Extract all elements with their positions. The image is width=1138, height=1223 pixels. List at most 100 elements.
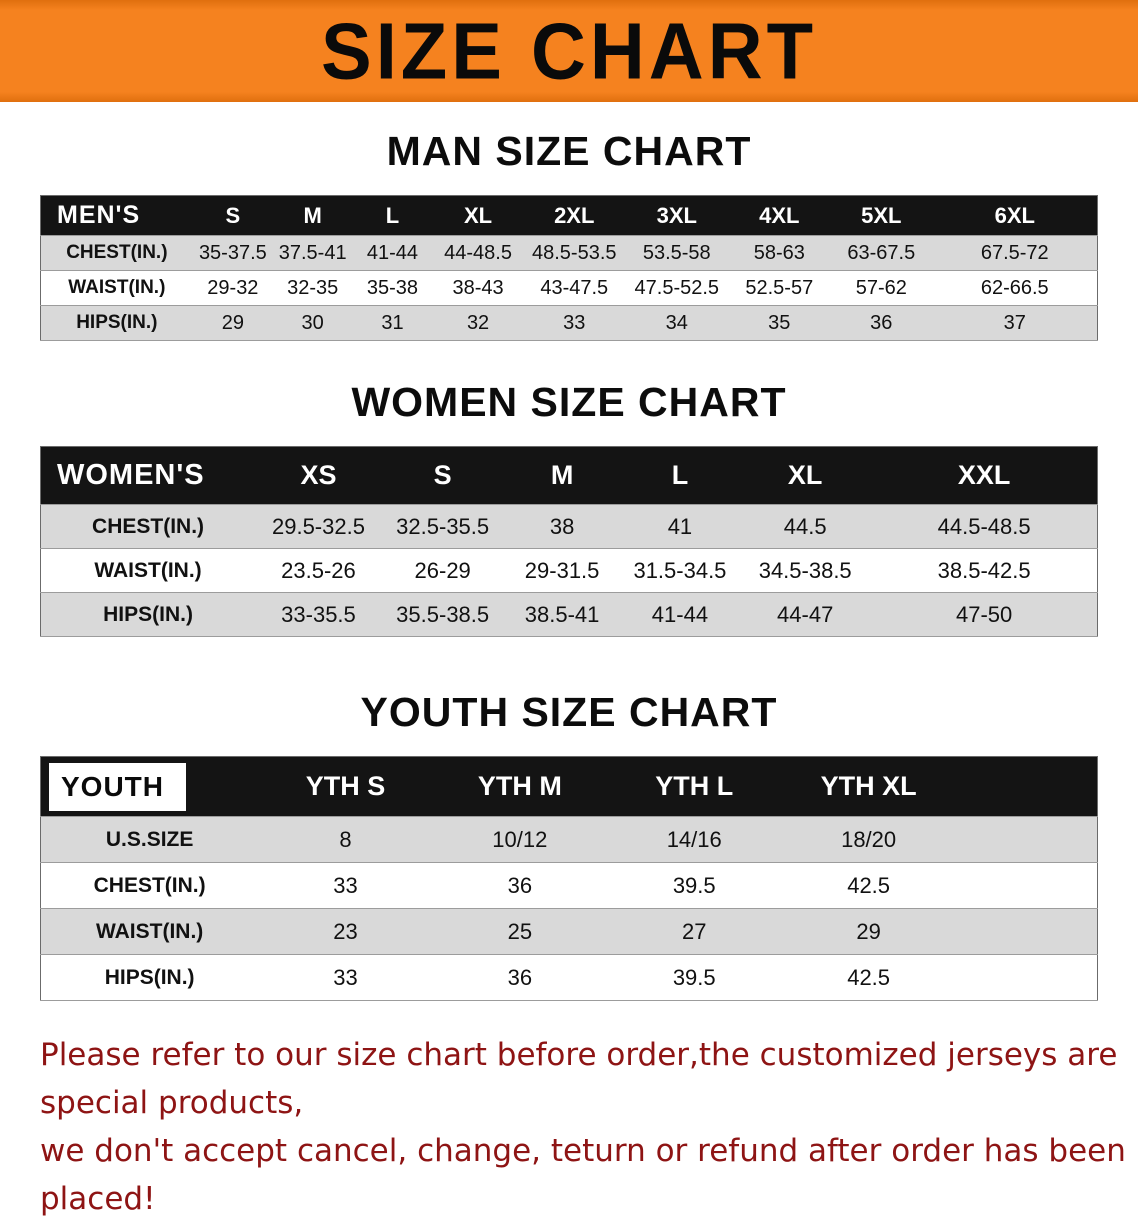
value-cell: 38 (549, 513, 575, 539)
value-cell: 35-38 (366, 276, 419, 299)
value-cell: 48.5-53.5 (531, 241, 617, 264)
page-title: SIZE CHART (321, 6, 817, 96)
footer-note: Please refer to our size chart before or… (40, 1031, 1138, 1223)
value-cell: 42.5 (847, 964, 891, 990)
value-cell: 29-31.5 (524, 557, 600, 583)
value-cell: 41-44 (366, 241, 419, 264)
value-cell: 29 (221, 311, 244, 334)
value-cell: 33 (333, 872, 358, 898)
value-cell: 47-50 (955, 601, 1013, 627)
value-cell: 37.5-41 (278, 241, 347, 264)
value-cell: 10/12 (492, 826, 548, 852)
youth-ussize-row: U.S.SIZE 8 10/12 14/16 18/20 (40, 816, 1098, 863)
value-cell: 38-43 (452, 276, 504, 299)
value-cell: 47.5-52.5 (634, 276, 720, 299)
row-label: WAIST(IN.) (95, 919, 204, 943)
women-size-header-xl: XL (739, 446, 872, 505)
value-cell: 39.5 (672, 872, 716, 898)
row-label: CHEST(IN.) (66, 242, 168, 263)
value-cell: 14/16 (666, 826, 722, 852)
value-cell: 43-47.5 (540, 276, 609, 299)
value-cell: 44.5-48.5 (937, 513, 1031, 539)
youth-size-header-xl: YTH XL (781, 756, 956, 817)
value-cell: 37 (1003, 311, 1026, 334)
men-chest-row: CHEST(IN.) 35-37.5 37.5-41 41-44 44-48.5… (40, 235, 1098, 271)
youth-size-header-m: YTH M (432, 756, 608, 817)
men-section-heading: MAN SIZE CHART (386, 128, 752, 174)
row-label: HIPS(IN.) (76, 312, 158, 333)
women-size-header-s: S (381, 446, 504, 505)
row-label: CHEST(IN.) (93, 873, 206, 897)
row-label: HIPS(IN.) (103, 602, 193, 626)
women-size-header-m: M (503, 446, 621, 505)
men-group-label: MEN'S (40, 195, 193, 236)
banner: SIZE CHART (0, 0, 1138, 102)
value-cell: 41-44 (651, 601, 709, 627)
youth-label-patch: YOUTH (49, 762, 186, 811)
value-cell: 34 (665, 311, 688, 334)
youth-header-row: YOUTH YTH S YTH M YTH L YTH XL (40, 756, 1098, 817)
value-cell: 44.5 (783, 513, 827, 539)
row-label: CHEST(IN.) (92, 514, 205, 538)
men-size-header-6xl: 6XL (932, 195, 1098, 236)
value-cell: 33 (563, 311, 586, 334)
footer-note-line2: we don't accept cancel, change, teturn o… (40, 1133, 1126, 1218)
footer-note-line1: Please refer to our size chart before or… (40, 1037, 1118, 1122)
men-section: MAN SIZE CHART MEN'S S M L XL 2XL 3XL 4X… (0, 128, 1138, 341)
spacer-column (955, 756, 1098, 817)
women-size-header-xs: XS (255, 446, 382, 505)
women-size-header-l: L (620, 446, 740, 505)
value-cell: 29-32 (207, 276, 259, 299)
spacer-cell (956, 817, 1098, 863)
spacer-cell (956, 909, 1098, 955)
youth-group-label: YOUTH (40, 756, 259, 817)
value-cell: 42.5 (847, 872, 891, 898)
value-cell: 57-62 (855, 276, 907, 299)
value-cell: 63-67.5 (847, 241, 916, 264)
value-cell: 33 (333, 964, 358, 990)
value-cell: 36 (870, 311, 893, 334)
row-label: U.S.SIZE (105, 827, 194, 851)
youth-size-header-l: YTH L (607, 756, 782, 817)
women-group-label: WOMEN'S (40, 446, 256, 505)
value-cell: 29 (856, 918, 881, 944)
youth-hips-row: HIPS(IN.) 33 36 39.5 42.5 (40, 954, 1098, 1001)
men-size-header-5xl: 5XL (830, 195, 933, 236)
value-cell: 33-35.5 (281, 601, 356, 627)
women-size-header-xxl: XXL (871, 446, 1098, 505)
value-cell: 62-66.5 (980, 276, 1049, 299)
value-cell: 36 (507, 872, 533, 898)
men-hips-row: HIPS(IN.) 29 30 31 32 33 34 35 36 37 (40, 305, 1098, 341)
value-cell: 8 (339, 826, 352, 852)
youth-size-header-s: YTH S (258, 756, 433, 817)
value-cell: 32.5-35.5 (396, 513, 490, 539)
value-cell: 32-35 (287, 276, 339, 299)
row-label: HIPS(IN.) (104, 965, 195, 989)
row-label: WAIST(IN.) (68, 277, 166, 298)
value-cell: 26-29 (414, 557, 471, 583)
women-size-table: WOMEN'S XS S M L XL XXL CHEST(IN.) 29.5-… (40, 446, 1098, 637)
value-cell: 23 (333, 918, 358, 944)
men-size-header-3xl: 3XL (624, 195, 729, 236)
youth-size-table: YOUTH YTH S YTH M YTH L YTH XL U.S.SIZE … (40, 756, 1098, 1001)
youth-waist-row: WAIST(IN.) 23 25 27 29 (40, 908, 1098, 955)
value-cell: 25 (507, 918, 533, 944)
value-cell: 38.5-41 (524, 601, 600, 627)
value-cell: 38.5-42.5 (937, 557, 1031, 583)
value-cell: 35 (768, 311, 791, 334)
women-section-heading: WOMEN SIZE CHART (351, 379, 787, 425)
men-size-header-l: L (352, 195, 433, 236)
men-size-header-m: M (273, 195, 353, 236)
value-cell: 29.5-32.5 (271, 513, 365, 539)
value-cell: 58-63 (753, 241, 805, 264)
men-size-header-4xl: 4XL (728, 195, 831, 236)
women-chest-row: CHEST(IN.) 29.5-32.5 32.5-35.5 38 41 44.… (40, 504, 1098, 549)
value-cell: 35.5-38.5 (396, 601, 490, 627)
value-cell: 35-37.5 (198, 241, 267, 264)
men-size-header-s: S (192, 195, 274, 236)
value-cell: 36 (507, 964, 533, 990)
value-cell: 31.5-34.5 (633, 557, 727, 583)
row-label: WAIST(IN.) (94, 558, 202, 582)
value-cell: 34.5-38.5 (758, 557, 852, 583)
